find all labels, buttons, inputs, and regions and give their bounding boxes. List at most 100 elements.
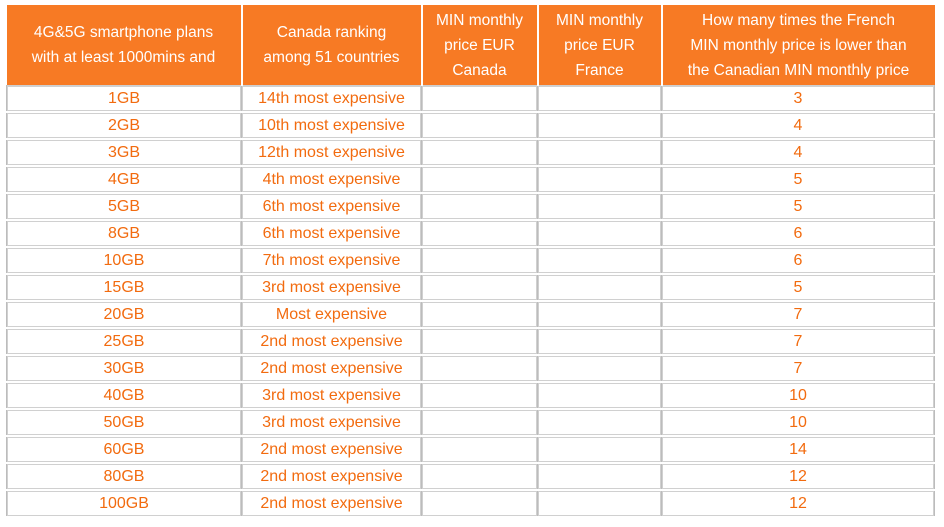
plan-cell: 4GB — [6, 165, 242, 194]
price-france-cell — [537, 85, 662, 113]
ranking-cell: Most expensive — [241, 300, 422, 329]
header-plan: 4G&5G smartphone plans with at least 1000… — [6, 5, 243, 86]
header-times-lower: How many times the French MIN monthly pri… — [661, 5, 935, 86]
price-france-cell — [537, 165, 662, 194]
times-lower-cell: 6 — [661, 246, 935, 275]
price-france-cell — [537, 462, 662, 491]
times-lower-cell: 7 — [661, 327, 935, 356]
times-lower-cell: 3 — [661, 85, 935, 113]
price-france-cell — [537, 246, 662, 275]
table-row: 10GB 7th most expensive 6 — [6, 246, 935, 275]
price-canada-cell — [421, 327, 538, 356]
table-row: 4GB 4th most expensive 5 — [6, 165, 935, 194]
price-france-cell — [537, 435, 662, 464]
times-lower-cell: 10 — [661, 408, 935, 437]
price-canada-cell — [421, 354, 538, 383]
price-france-cell — [537, 111, 662, 140]
plan-cell: 30GB — [6, 354, 242, 383]
header-line: Canada ranking — [276, 24, 387, 41]
price-canada-cell — [421, 273, 538, 302]
plan-cell: 5GB — [6, 192, 242, 221]
times-lower-cell: 12 — [661, 489, 935, 518]
times-lower-cell: 5 — [661, 165, 935, 194]
times-lower-cell: 7 — [661, 354, 935, 383]
header-line: 4G&5G smartphone plans — [33, 24, 214, 41]
ranking-cell: 6th most expensive — [241, 192, 422, 221]
table-row: 100GB 2nd most expensive 12 — [6, 489, 935, 518]
plan-cell: 8GB — [6, 219, 242, 248]
header-line: France — [575, 61, 624, 79]
header-line: with at least 1000mins and — [31, 49, 216, 66]
price-canada-cell — [421, 111, 538, 140]
ranking-cell: 7th most expensive — [241, 246, 422, 275]
times-lower-cell: 14 — [661, 435, 935, 464]
plan-cell: 50GB — [6, 408, 242, 437]
price-france-cell — [537, 192, 662, 221]
header-line: How many times the French — [702, 11, 895, 29]
price-france-cell — [537, 489, 662, 518]
table-row: 25GB 2nd most expensive 7 — [6, 327, 935, 356]
times-lower-cell: 12 — [661, 462, 935, 491]
price-france-cell — [537, 138, 662, 167]
times-lower-cell: 4 — [661, 111, 935, 140]
price-canada-cell — [421, 165, 538, 194]
plan-cell: 1GB — [6, 85, 242, 113]
header-min-price-canada: MIN monthly price EUR Canada — [421, 5, 539, 86]
ranking-cell: 2nd most expensive — [241, 489, 422, 518]
times-lower-cell: 4 — [661, 138, 935, 167]
table-row: 50GB 3rd most expensive 10 — [6, 408, 935, 437]
header-line: price EUR — [564, 36, 635, 54]
plan-cell: 20GB — [6, 300, 242, 329]
plan-cell: 15GB — [6, 273, 242, 302]
plan-cell: 60GB — [6, 435, 242, 464]
times-lower-cell: 10 — [661, 381, 935, 410]
ranking-cell: 4th most expensive — [241, 165, 422, 194]
header-line: among 51 countries — [263, 49, 400, 66]
plan-cell: 2GB — [6, 111, 242, 140]
price-canada-cell — [421, 85, 538, 113]
header-line: Canada — [452, 61, 507, 79]
table-row: 30GB 2nd most expensive 7 — [6, 354, 935, 383]
ranking-cell: 3rd most expensive — [241, 273, 422, 302]
table-row: 8GB 6th most expensive 6 — [6, 219, 935, 248]
table-row: 15GB 3rd most expensive 5 — [6, 273, 935, 302]
header-row: 4G&5G smartphone plans with at least 1000… — [6, 5, 935, 86]
times-lower-cell: 6 — [661, 219, 935, 248]
table-body: 1GB 14th most expensive 3 2GB 10th most expe… — [6, 85, 935, 518]
price-canada-cell — [421, 462, 538, 491]
header-line: MIN monthly — [436, 11, 523, 29]
price-france-cell — [537, 408, 662, 437]
header-line: price EUR — [444, 36, 515, 54]
ranking-cell: 10th most expensive — [241, 111, 422, 140]
header-line: MIN monthly price is lower than — [690, 36, 907, 54]
price-canada-cell — [421, 219, 538, 248]
price-canada-cell — [421, 489, 538, 518]
ranking-cell: 3rd most expensive — [241, 381, 422, 410]
plan-cell: 40GB — [6, 381, 242, 410]
price-canada-cell — [421, 408, 538, 437]
plan-cell: 3GB — [6, 138, 242, 167]
table-row: 3GB 12th most expensive 4 — [6, 138, 935, 167]
ranking-cell: 2nd most expensive — [241, 462, 422, 491]
ranking-cell: 14th most expensive — [241, 85, 422, 113]
header-min-price-france: MIN monthly price EUR France — [537, 5, 663, 86]
table-row: 60GB 2nd most expensive 14 — [6, 435, 935, 464]
price-canada-cell — [421, 138, 538, 167]
table-row: 2GB 10th most expensive 4 — [6, 111, 935, 140]
times-lower-cell: 5 — [661, 192, 935, 221]
price-france-cell — [537, 273, 662, 302]
header-line: MIN monthly — [556, 11, 643, 29]
ranking-cell: 2nd most expensive — [241, 327, 422, 356]
times-lower-cell: 5 — [661, 273, 935, 302]
ranking-cell: 12th most expensive — [241, 138, 422, 167]
price-canada-cell — [421, 192, 538, 221]
times-lower-cell: 7 — [661, 300, 935, 329]
table-header: 4G&5G smartphone plans with at least 1000… — [6, 5, 935, 86]
plan-cell: 25GB — [6, 327, 242, 356]
table-row: 20GB Most expensive 7 — [6, 300, 935, 329]
price-comparison-table: 4G&5G smartphone plans with at least 1000… — [6, 5, 935, 518]
price-france-cell — [537, 219, 662, 248]
price-canada-cell — [421, 381, 538, 410]
price-canada-cell — [421, 435, 538, 464]
plan-cell: 80GB — [6, 462, 242, 491]
